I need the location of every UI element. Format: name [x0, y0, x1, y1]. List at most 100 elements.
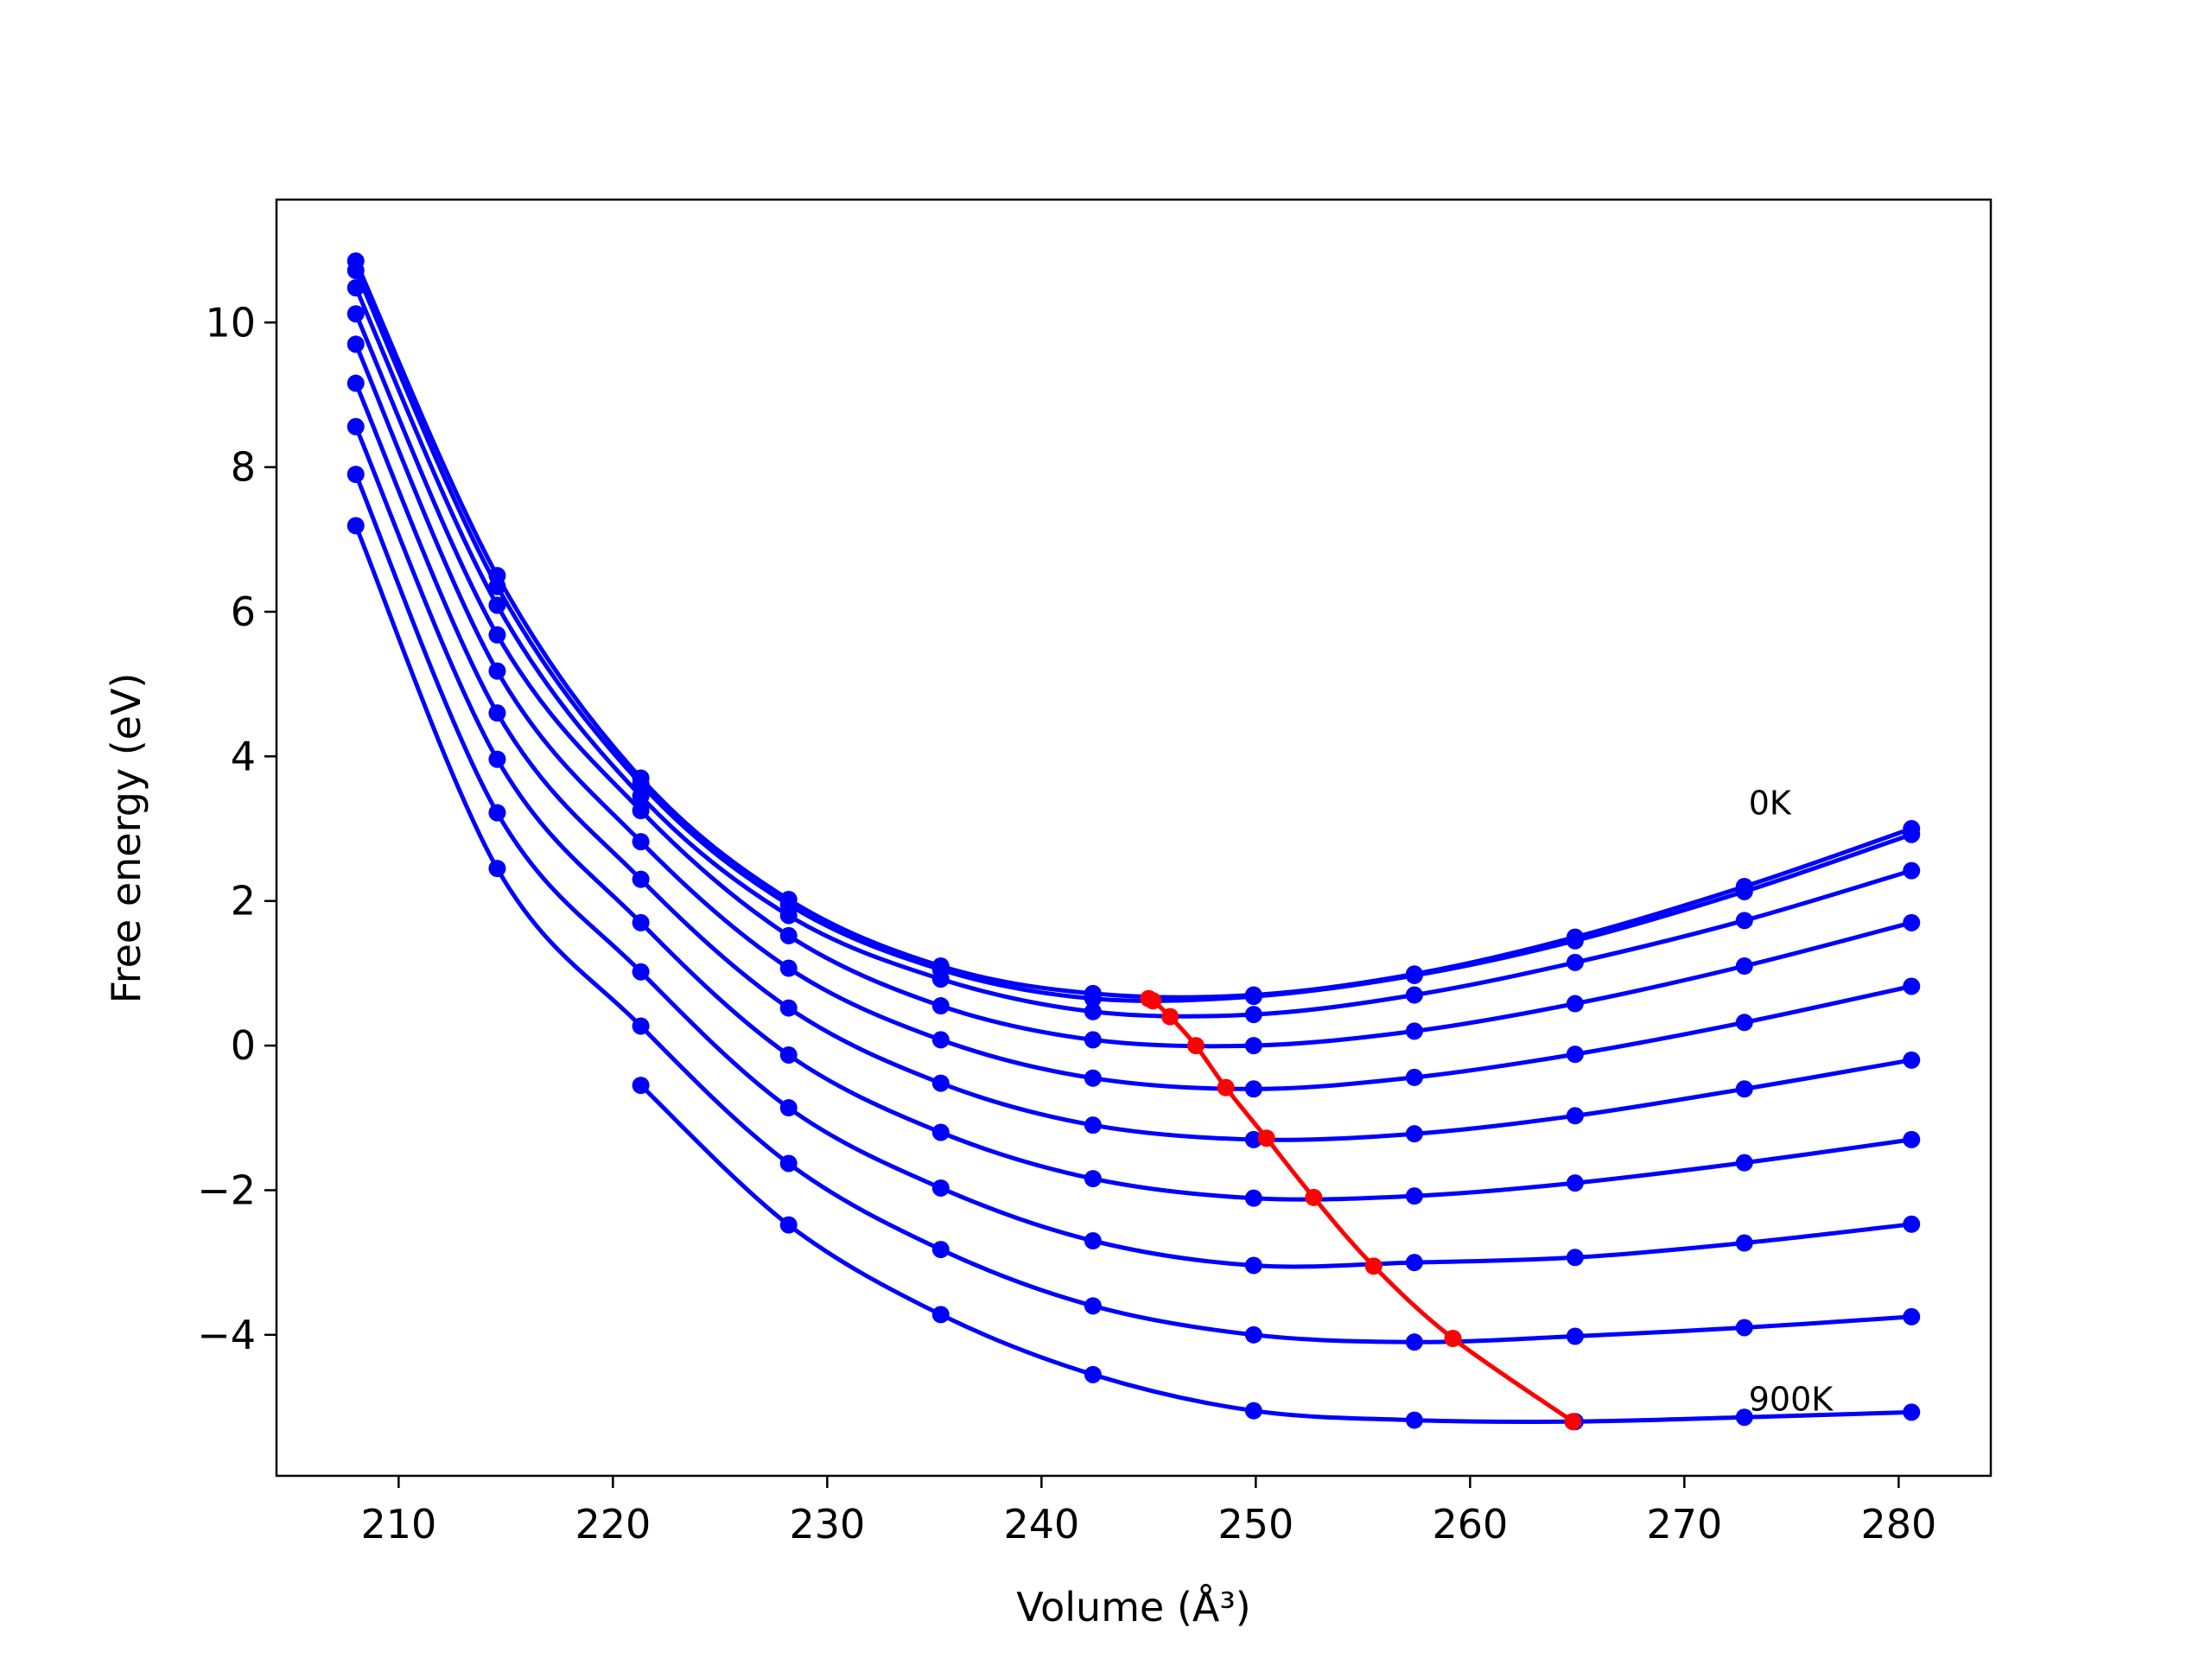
- y-tick-label: 2: [231, 878, 256, 925]
- data-point: [1566, 1249, 1584, 1267]
- y-tick-label: 8: [231, 444, 256, 491]
- x-tick-label: 280: [1860, 1501, 1936, 1548]
- series-800k: [346, 517, 1921, 1351]
- y-tick-label: 0: [231, 1022, 256, 1069]
- series-600k: [346, 417, 1921, 1207]
- y-axis-label: Free energy (eV): [103, 673, 149, 1004]
- data-point: [1735, 1014, 1753, 1032]
- data-point: [1566, 1327, 1584, 1345]
- series-line: [353, 472, 1914, 1269]
- y-tick-label: 4: [231, 733, 256, 779]
- y-tick-label: 10: [205, 299, 256, 346]
- data-point: [1405, 1411, 1423, 1429]
- data-point: [1244, 1189, 1262, 1207]
- plot-area: [276, 200, 1991, 1476]
- data-point: [1084, 989, 1102, 1007]
- data-point: [1405, 986, 1423, 1004]
- data-point: [779, 926, 798, 944]
- data-point: [1735, 1408, 1753, 1427]
- data-point: [488, 662, 506, 680]
- x-tick-label: 220: [575, 1501, 651, 1548]
- data-point: [1566, 995, 1584, 1013]
- series-400k: [346, 335, 1921, 1098]
- data-point: [1244, 1325, 1262, 1344]
- data-point: [779, 1216, 798, 1234]
- minimum-point: [1217, 1078, 1235, 1096]
- data-point: [488, 750, 506, 768]
- data-point: [1244, 988, 1262, 1006]
- data-point: [1735, 957, 1753, 976]
- data-point: [346, 262, 365, 280]
- minimum-point: [1564, 1413, 1582, 1431]
- series-line: [353, 523, 1914, 1344]
- series-line: [353, 341, 1914, 1091]
- minimum-point: [1305, 1188, 1323, 1206]
- series-line: [353, 258, 1914, 1000]
- data-point: [346, 465, 365, 483]
- data-point: [1903, 861, 1921, 880]
- data-point: [346, 517, 365, 535]
- data-point: [931, 1123, 950, 1141]
- series-line: [353, 268, 1914, 1003]
- data-point: [1735, 1080, 1753, 1098]
- x-tick-label: 210: [360, 1501, 436, 1548]
- data-point: [1735, 882, 1753, 900]
- series-300k: [346, 305, 1921, 1055]
- data-point: [1566, 1046, 1584, 1064]
- data-point: [931, 970, 950, 988]
- minimum-point: [1257, 1129, 1275, 1147]
- data-point: [931, 1031, 950, 1049]
- data-point: [1084, 1031, 1102, 1049]
- minimum-point: [1144, 992, 1162, 1010]
- series-line: [353, 381, 1914, 1142]
- x-axis-label: Volume (Å³): [1016, 1584, 1251, 1630]
- series-line: [353, 424, 1914, 1202]
- data-point: [1405, 1125, 1423, 1143]
- data-point: [1405, 966, 1423, 984]
- data-point: [1244, 1130, 1262, 1148]
- data-point: [931, 1241, 950, 1259]
- data-point: [931, 1179, 950, 1197]
- y-tick-label: −4: [197, 1312, 256, 1358]
- data-point: [931, 997, 950, 1015]
- data-point: [1903, 1215, 1921, 1233]
- data-point: [1903, 1130, 1921, 1148]
- series-500k: [346, 374, 1921, 1148]
- data-point: [1735, 912, 1753, 930]
- data-point: [1084, 1297, 1102, 1315]
- data-point: [488, 626, 506, 644]
- series-line: [353, 285, 1914, 1019]
- data-point: [632, 775, 650, 793]
- data-point: [632, 913, 650, 931]
- data-point: [1903, 1051, 1921, 1069]
- data-point: [1405, 1254, 1423, 1272]
- data-point: [1405, 1187, 1423, 1205]
- y-tick-label: −2: [197, 1166, 256, 1213]
- data-point: [346, 335, 365, 353]
- data-point: [488, 577, 506, 595]
- data-point: [1244, 1006, 1262, 1024]
- x-tick-label: 250: [1217, 1501, 1294, 1548]
- x-tick-label: 260: [1432, 1501, 1508, 1548]
- series-100k: [346, 262, 1921, 1007]
- data-point: [779, 959, 798, 977]
- data-point: [632, 1077, 650, 1095]
- data-point: [1084, 1002, 1102, 1020]
- minimum-point: [1161, 1007, 1179, 1026]
- minimum-point: [1444, 1330, 1462, 1348]
- data-point: [632, 870, 650, 888]
- data-point: [779, 1154, 798, 1173]
- data-point: [1084, 1170, 1102, 1188]
- data-point: [1566, 1107, 1584, 1125]
- data-point: [1903, 1307, 1921, 1325]
- data-point: [779, 1099, 798, 1117]
- annotation-900k: 900K: [1749, 1381, 1834, 1419]
- data-point: [632, 802, 650, 820]
- minimum-curve-layer: [1140, 989, 1582, 1431]
- data-point: [632, 833, 650, 851]
- data-point: [1244, 1256, 1262, 1274]
- x-tick-label: 270: [1646, 1501, 1722, 1548]
- data-point: [632, 963, 650, 981]
- data-point: [488, 804, 506, 822]
- data-point: [1405, 1333, 1423, 1351]
